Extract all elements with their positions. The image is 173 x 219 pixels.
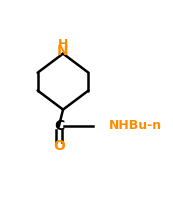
Text: O: O: [53, 140, 65, 154]
Text: H: H: [58, 38, 68, 51]
Text: N: N: [57, 44, 69, 58]
Text: C: C: [54, 119, 64, 133]
Text: NHBu-n: NHBu-n: [109, 119, 162, 132]
